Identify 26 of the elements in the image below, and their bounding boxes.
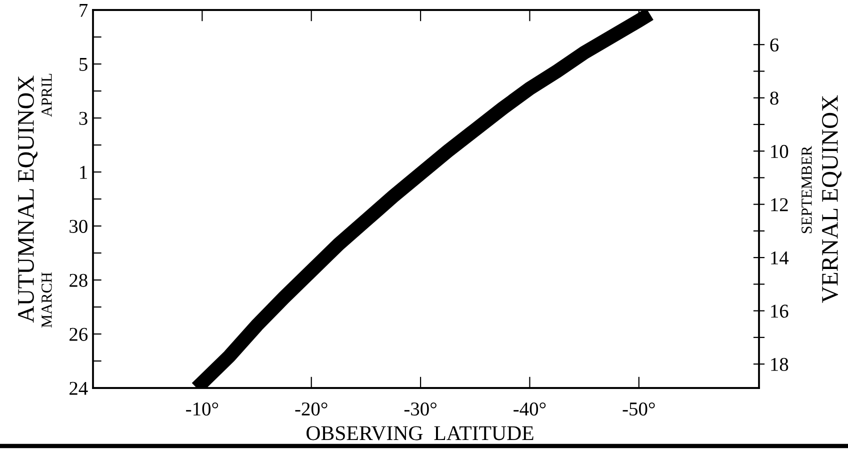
x-tick-label: -50° <box>622 402 655 416</box>
text: MARCH <box>42 272 52 328</box>
y-tick-label: 5 <box>80 58 88 71</box>
y2-axis-title: VERNAL EQUINOX <box>822 95 842 303</box>
y2-tick-label: 18 <box>771 358 788 371</box>
y2-tick-label: 14 <box>771 251 789 264</box>
y-tick-label: 1 <box>80 166 87 179</box>
y2-tick-label: 8 <box>770 92 778 105</box>
text: SEPTEMBER <box>802 146 812 234</box>
y2-tick-label: 10 <box>771 144 788 158</box>
y-tick-label: 26 <box>70 328 88 341</box>
y-axis-title: AUTUMNAL EQUINOX <box>18 76 38 323</box>
x-tick-label: -40° <box>514 402 546 416</box>
text: APRIL <box>42 74 52 117</box>
y2-tick-label: 6 <box>770 38 779 52</box>
y2-tick-label: 12 <box>771 198 788 212</box>
y-tick-label: 28 <box>70 274 88 287</box>
y-tick-label: 7 <box>80 4 88 17</box>
y-tick-label: 3 <box>79 112 88 125</box>
x-tick-label: -20° <box>295 402 328 416</box>
y-tick-label: 30 <box>70 220 88 233</box>
x-tick-label: -30° <box>404 402 436 416</box>
y-tick-label: 24 <box>70 382 88 395</box>
y2-tick-label: 16 <box>771 304 788 318</box>
x-axis-title: OBSERVING LATITUDE <box>306 426 534 440</box>
x-tick-label: -10° <box>186 402 218 416</box>
